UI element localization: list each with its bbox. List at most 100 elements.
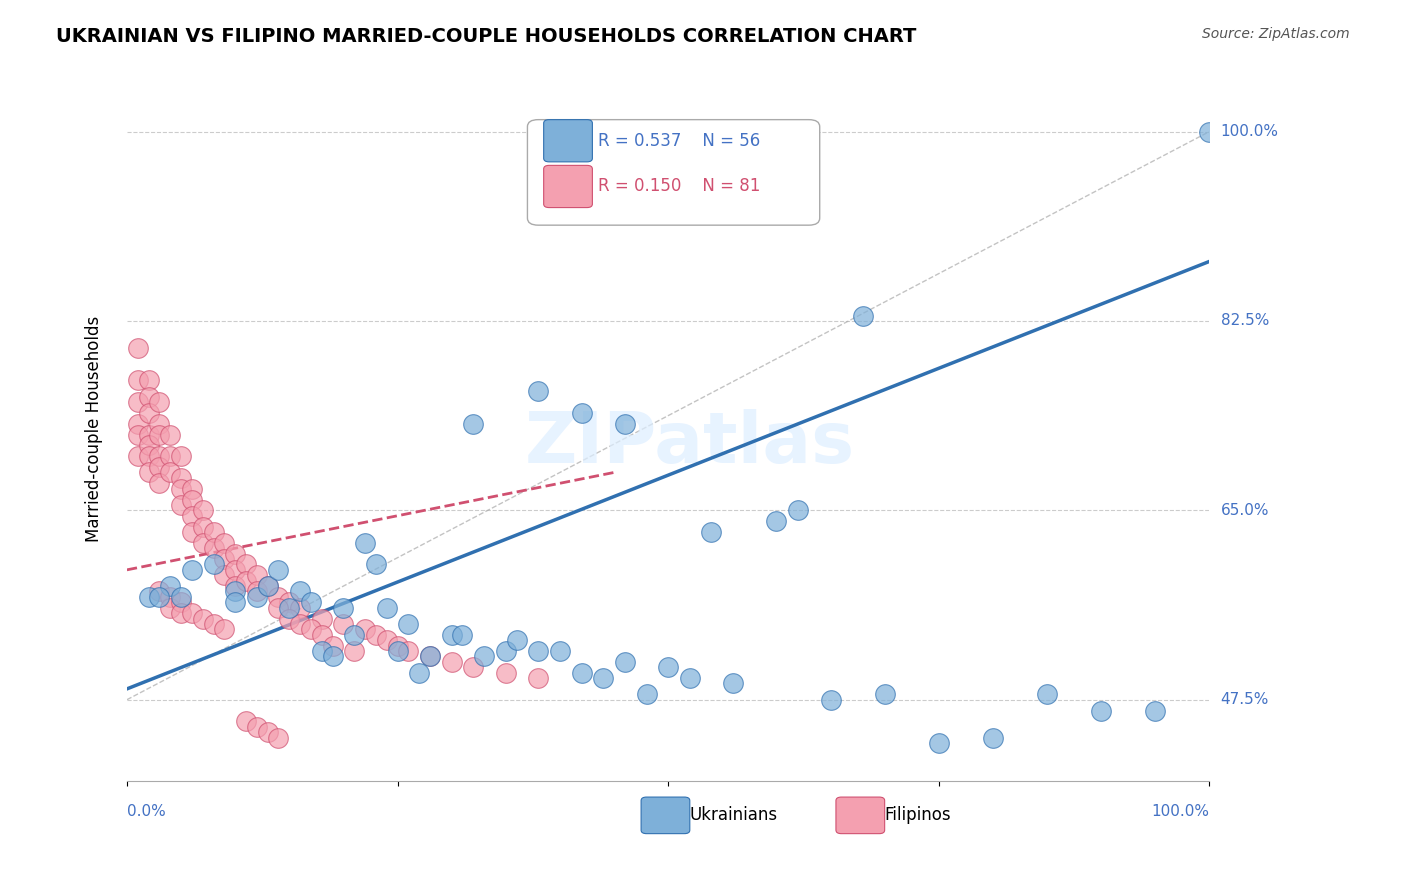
- Point: [170, 482, 193, 496]
- Point: [256, 579, 278, 593]
- Point: [180, 563, 202, 577]
- Text: Ukrainians: Ukrainians: [690, 805, 778, 823]
- Point: [180, 606, 202, 620]
- Point: [364, 558, 387, 572]
- Point: [202, 617, 225, 632]
- Text: Source: ZipAtlas.com: Source: ZipAtlas.com: [1202, 27, 1350, 41]
- Point: [202, 524, 225, 539]
- Point: [202, 558, 225, 572]
- Point: [322, 639, 344, 653]
- Point: [148, 417, 170, 431]
- Point: [322, 649, 344, 664]
- Point: [419, 649, 441, 664]
- Point: [852, 309, 875, 323]
- Point: [246, 568, 269, 582]
- Point: [354, 536, 377, 550]
- Text: 0.0%: 0.0%: [127, 804, 166, 819]
- Point: [700, 524, 723, 539]
- Point: [159, 427, 181, 442]
- Point: [451, 628, 474, 642]
- Point: [1036, 687, 1059, 701]
- Point: [214, 623, 236, 637]
- Point: [571, 406, 593, 420]
- Point: [159, 590, 181, 604]
- Point: [224, 595, 246, 609]
- Point: [246, 584, 269, 599]
- Point: [288, 600, 311, 615]
- Point: [191, 611, 214, 625]
- Point: [472, 649, 495, 664]
- Point: [527, 384, 550, 399]
- Text: Filipinos: Filipinos: [884, 805, 952, 823]
- Point: [224, 563, 246, 577]
- Point: [463, 660, 485, 674]
- Point: [636, 687, 658, 701]
- Point: [170, 498, 193, 512]
- Point: [387, 639, 409, 653]
- Point: [267, 600, 290, 615]
- Point: [332, 617, 354, 632]
- Point: [343, 628, 366, 642]
- Point: [127, 449, 149, 463]
- Point: [170, 606, 193, 620]
- Point: [288, 584, 311, 599]
- Point: [505, 633, 527, 648]
- Point: [159, 449, 181, 463]
- Point: [214, 552, 236, 566]
- Point: [419, 649, 441, 664]
- Point: [981, 731, 1004, 745]
- Point: [873, 687, 896, 701]
- Point: [235, 558, 257, 572]
- Text: 100.0%: 100.0%: [1220, 124, 1278, 139]
- Point: [170, 449, 193, 463]
- Point: [440, 628, 463, 642]
- Point: [278, 611, 301, 625]
- Point: [235, 574, 257, 588]
- Point: [127, 427, 149, 442]
- Point: [256, 725, 278, 739]
- Point: [148, 590, 170, 604]
- Point: [138, 390, 160, 404]
- Point: [299, 623, 322, 637]
- Text: 82.5%: 82.5%: [1220, 313, 1268, 328]
- Point: [1198, 124, 1220, 138]
- FancyBboxPatch shape: [544, 165, 592, 208]
- Point: [138, 590, 160, 604]
- FancyBboxPatch shape: [544, 120, 592, 161]
- Point: [180, 524, 202, 539]
- Point: [148, 427, 170, 442]
- Point: [235, 714, 257, 729]
- Point: [267, 731, 290, 745]
- Point: [311, 628, 333, 642]
- Point: [495, 644, 517, 658]
- Point: [613, 655, 636, 669]
- Point: [159, 579, 181, 593]
- Point: [278, 595, 301, 609]
- Point: [332, 600, 354, 615]
- Text: UKRAINIAN VS FILIPINO MARRIED-COUPLE HOUSEHOLDS CORRELATION CHART: UKRAINIAN VS FILIPINO MARRIED-COUPLE HOU…: [56, 27, 917, 45]
- Point: [214, 536, 236, 550]
- Point: [787, 503, 810, 517]
- Point: [191, 519, 214, 533]
- Point: [256, 579, 278, 593]
- Point: [148, 449, 170, 463]
- Point: [267, 590, 290, 604]
- Point: [267, 563, 290, 577]
- Point: [288, 617, 311, 632]
- Point: [679, 671, 702, 685]
- Point: [202, 541, 225, 556]
- Point: [527, 671, 550, 685]
- Point: [127, 341, 149, 355]
- Point: [180, 508, 202, 523]
- Point: [571, 665, 593, 680]
- Point: [138, 449, 160, 463]
- Y-axis label: Married-couple Households: Married-couple Households: [86, 316, 103, 542]
- Point: [592, 146, 614, 161]
- Point: [1090, 704, 1112, 718]
- Point: [311, 644, 333, 658]
- Point: [138, 466, 160, 480]
- Point: [527, 644, 550, 658]
- Point: [170, 595, 193, 609]
- Point: [191, 536, 214, 550]
- Point: [138, 374, 160, 388]
